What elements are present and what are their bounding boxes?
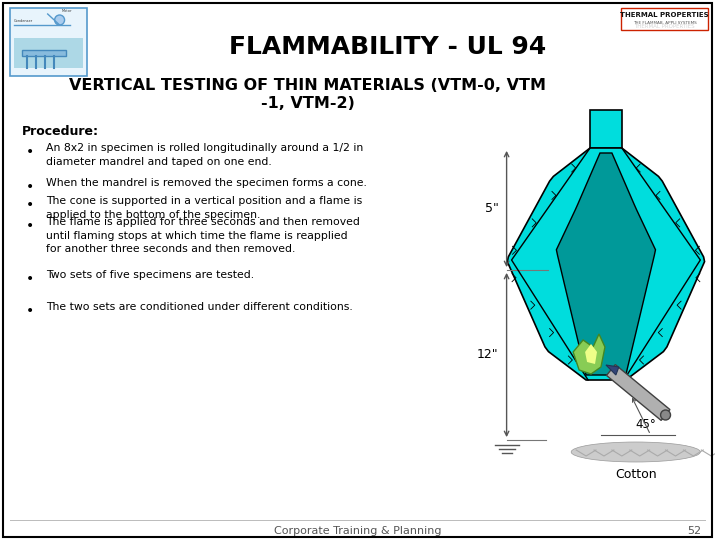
Text: Condenser: Condenser xyxy=(14,19,33,23)
Text: When the mandrel is removed the specimen forms a cone.: When the mandrel is removed the specimen… xyxy=(45,178,366,188)
Text: THE FLAMMAB. APPLI SYSTEMS: THE FLAMMAB. APPLI SYSTEMS xyxy=(633,21,696,25)
Polygon shape xyxy=(585,344,597,364)
Text: •: • xyxy=(26,219,34,233)
Text: •: • xyxy=(26,145,34,159)
Polygon shape xyxy=(557,153,655,375)
Ellipse shape xyxy=(571,442,701,462)
Text: Cotton: Cotton xyxy=(615,468,657,481)
Text: VERTICAL TESTING OF THIN MATERIALS (VTM-0, VTM: VERTICAL TESTING OF THIN MATERIALS (VTM-… xyxy=(69,78,546,92)
Polygon shape xyxy=(573,334,605,374)
FancyBboxPatch shape xyxy=(590,110,622,148)
Text: The cone is supported in a vertical position and a flame is
applied to the botto: The cone is supported in a vertical posi… xyxy=(45,196,362,220)
Circle shape xyxy=(55,15,65,25)
Text: •: • xyxy=(26,304,34,318)
FancyBboxPatch shape xyxy=(14,38,84,68)
Text: •: • xyxy=(26,272,34,286)
Text: THERMAL PROPERTIES: THERMAL PROPERTIES xyxy=(620,12,709,18)
Text: An 8x2 in specimen is rolled longitudinally around a 1/2 in
diameter mandrel and: An 8x2 in specimen is rolled longitudina… xyxy=(45,143,363,167)
FancyBboxPatch shape xyxy=(10,8,87,76)
Text: Corporate Training & Planning: Corporate Training & Planning xyxy=(274,526,441,536)
Text: THERMAL PROPERTIES: THERMAL PROPERTIES xyxy=(634,24,695,29)
Text: 52: 52 xyxy=(687,526,701,536)
Text: 45°: 45° xyxy=(636,418,657,431)
Text: Motor: Motor xyxy=(62,9,72,13)
Polygon shape xyxy=(606,365,619,375)
Text: •: • xyxy=(26,180,34,194)
Text: •: • xyxy=(26,198,34,212)
Text: The flame is applied for three seconds and then removed
until flaming stops at w: The flame is applied for three seconds a… xyxy=(45,217,359,254)
Text: -1, VTM-2): -1, VTM-2) xyxy=(261,96,355,111)
Polygon shape xyxy=(508,148,705,380)
Text: 12": 12" xyxy=(477,348,499,361)
Circle shape xyxy=(660,410,670,420)
FancyBboxPatch shape xyxy=(22,50,66,56)
Text: Procedure:: Procedure: xyxy=(22,125,99,138)
Text: FLAMMABILITY - UL 94: FLAMMABILITY - UL 94 xyxy=(229,35,546,59)
Text: Two sets of five specimens are tested.: Two sets of five specimens are tested. xyxy=(45,270,254,280)
Text: 5": 5" xyxy=(485,202,499,215)
Polygon shape xyxy=(606,364,670,421)
Text: The two sets are conditioned under different conditions.: The two sets are conditioned under diffe… xyxy=(45,302,353,312)
FancyBboxPatch shape xyxy=(621,8,708,30)
